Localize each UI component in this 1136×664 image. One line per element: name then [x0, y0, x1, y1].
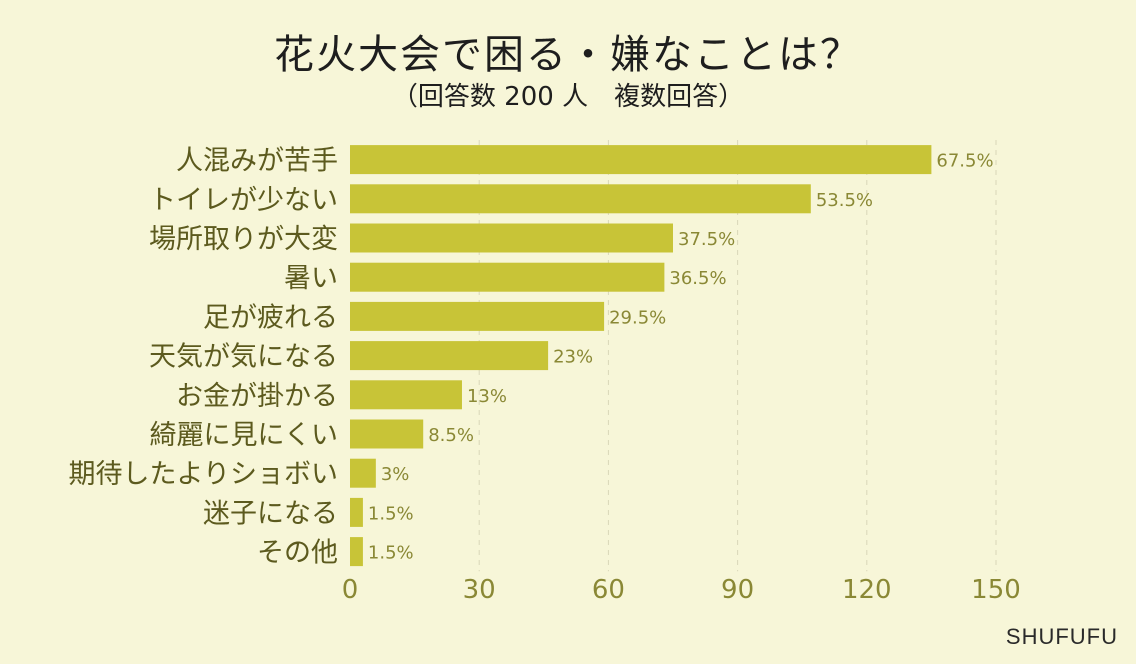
- category-label: 迷子になる: [203, 498, 338, 529]
- bar: [350, 537, 363, 567]
- bar: [350, 341, 549, 371]
- data-label: 36.5%: [669, 268, 726, 289]
- data-label: 67.5%: [936, 151, 993, 172]
- x-tick-label: 30: [463, 575, 496, 605]
- bar: [350, 145, 932, 175]
- watermark: SHUFUFU: [1005, 624, 1118, 649]
- x-tick-label: 0: [342, 575, 359, 605]
- x-tick-label: 90: [721, 575, 754, 605]
- bar: [350, 497, 363, 527]
- category-label: 暑い: [284, 263, 338, 294]
- category-label: その他: [257, 538, 338, 569]
- bar: [350, 262, 665, 292]
- category-label: 期待したよりショボい: [69, 459, 338, 490]
- data-label: 29.5%: [609, 307, 666, 328]
- x-tick-label: 60: [592, 575, 625, 605]
- category-label: 足が疲れる: [203, 302, 338, 333]
- data-label: 53.5%: [816, 190, 873, 211]
- x-tick-label: 150: [971, 575, 1021, 605]
- data-label: 37.5%: [678, 229, 735, 250]
- data-label: 8.5%: [428, 425, 474, 446]
- bar: [350, 419, 424, 449]
- data-label: 1.5%: [368, 543, 414, 564]
- category-label: 場所取りが大変: [149, 224, 338, 255]
- data-label: 23%: [553, 347, 593, 368]
- data-label: 1.5%: [368, 503, 414, 524]
- category-label: 綺麗に見にくい: [150, 420, 338, 451]
- bar: [350, 184, 811, 214]
- category-label: 人混みが苦手: [176, 146, 338, 177]
- chart-subtitle: （回答数 200 人 複数回答）: [391, 82, 745, 112]
- x-tick-label: 120: [842, 575, 892, 605]
- chart-title: 花火大会で困る・嫌なことは？: [274, 32, 862, 78]
- category-label: 天気が気になる: [149, 342, 338, 373]
- category-label: トイレが少ない: [149, 185, 338, 216]
- bar: [350, 458, 376, 488]
- data-label: 13%: [467, 386, 507, 407]
- bar: [350, 223, 673, 253]
- data-label: 3%: [381, 464, 410, 485]
- category-label: お金が掛かる: [176, 381, 338, 412]
- bar: [350, 380, 462, 410]
- bar: [350, 301, 605, 331]
